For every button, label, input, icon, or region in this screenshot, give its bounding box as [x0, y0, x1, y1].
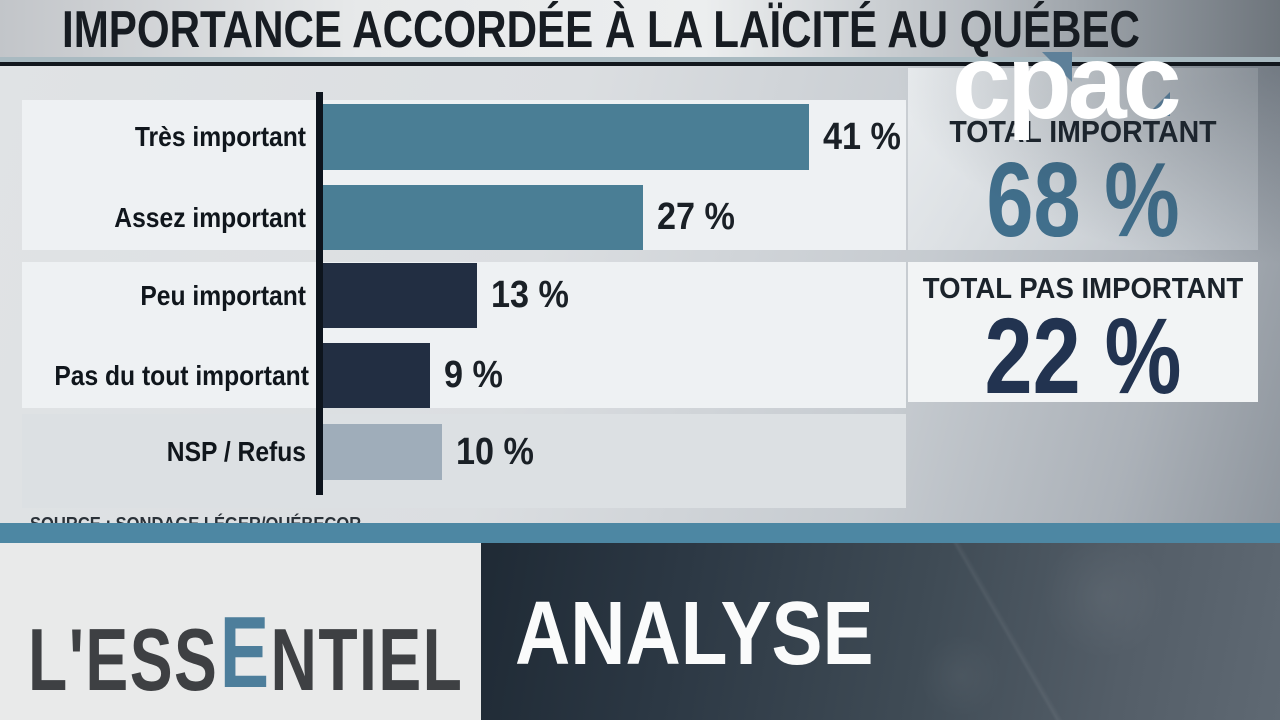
category-label-pas-du-tout-important: Pas du tout important	[54, 360, 309, 391]
cpac-logo: cpac	[952, 23, 1182, 141]
value-label-nsp-refus: 10 %	[456, 431, 534, 473]
bar-nsp-refus	[323, 424, 442, 480]
total-important-value: 68 %	[986, 141, 1180, 259]
wordmark-accent-letter: E	[219, 597, 270, 709]
title-underline-light	[0, 57, 1280, 62]
bar-assez-important	[323, 185, 643, 250]
segment-panel: ANALYSE	[481, 543, 1280, 720]
teal-divider-band	[0, 523, 1280, 543]
total-important-block: TOTAL IMPORTANT 68 %	[908, 68, 1258, 259]
wordmark-pre: L'ESS	[28, 610, 219, 709]
bar-peu-important	[323, 263, 477, 328]
category-label-tr-s-important: Très important	[134, 121, 306, 152]
total-pas-important-panel	[908, 262, 1258, 402]
value-label-assez-important: 27 %	[657, 196, 735, 238]
total-pas-important-block: TOTAL PAS IMPORTANT 22 %	[908, 262, 1258, 410]
total-pas-important-label: TOTAL PAS IMPORTANT	[922, 273, 1244, 305]
chart-title: IMPORTANCE ACCORDÉE À LA LAÏCITÉ AU QUÉB…	[62, 1, 1140, 59]
total-important-panel	[908, 68, 1258, 250]
bar-pas-du-tout-important	[323, 343, 430, 408]
axis-baseline	[316, 92, 323, 495]
total-important-label: TOTAL IMPORTANT	[949, 114, 1217, 149]
category-label-nsp-refus: NSP / Refus	[166, 436, 306, 467]
category-label-peu-important: Peu important	[140, 280, 306, 311]
value-label-peu-important: 13 %	[491, 274, 569, 316]
program-box	[0, 543, 481, 720]
title-underline-dark	[0, 62, 1280, 66]
title-bar: IMPORTANCE ACCORDÉE À LA LAÏCITÉ AU QUÉB…	[0, 0, 1280, 57]
bar-tr-s-important	[323, 104, 809, 170]
segment-title: ANALYSE	[515, 584, 874, 684]
total-pas-important-value: 22 %	[984, 295, 1182, 416]
wordmark-post: NTIEL	[270, 610, 464, 709]
program-wordmark: L'ESS E NTIEL	[28, 603, 463, 704]
value-label-tr-s-important: 41 %	[823, 116, 901, 158]
row-panel-nsp	[22, 414, 906, 508]
category-label-assez-important: Assez important	[114, 202, 307, 233]
value-label-pas-du-tout-important: 9 %	[444, 354, 503, 396]
